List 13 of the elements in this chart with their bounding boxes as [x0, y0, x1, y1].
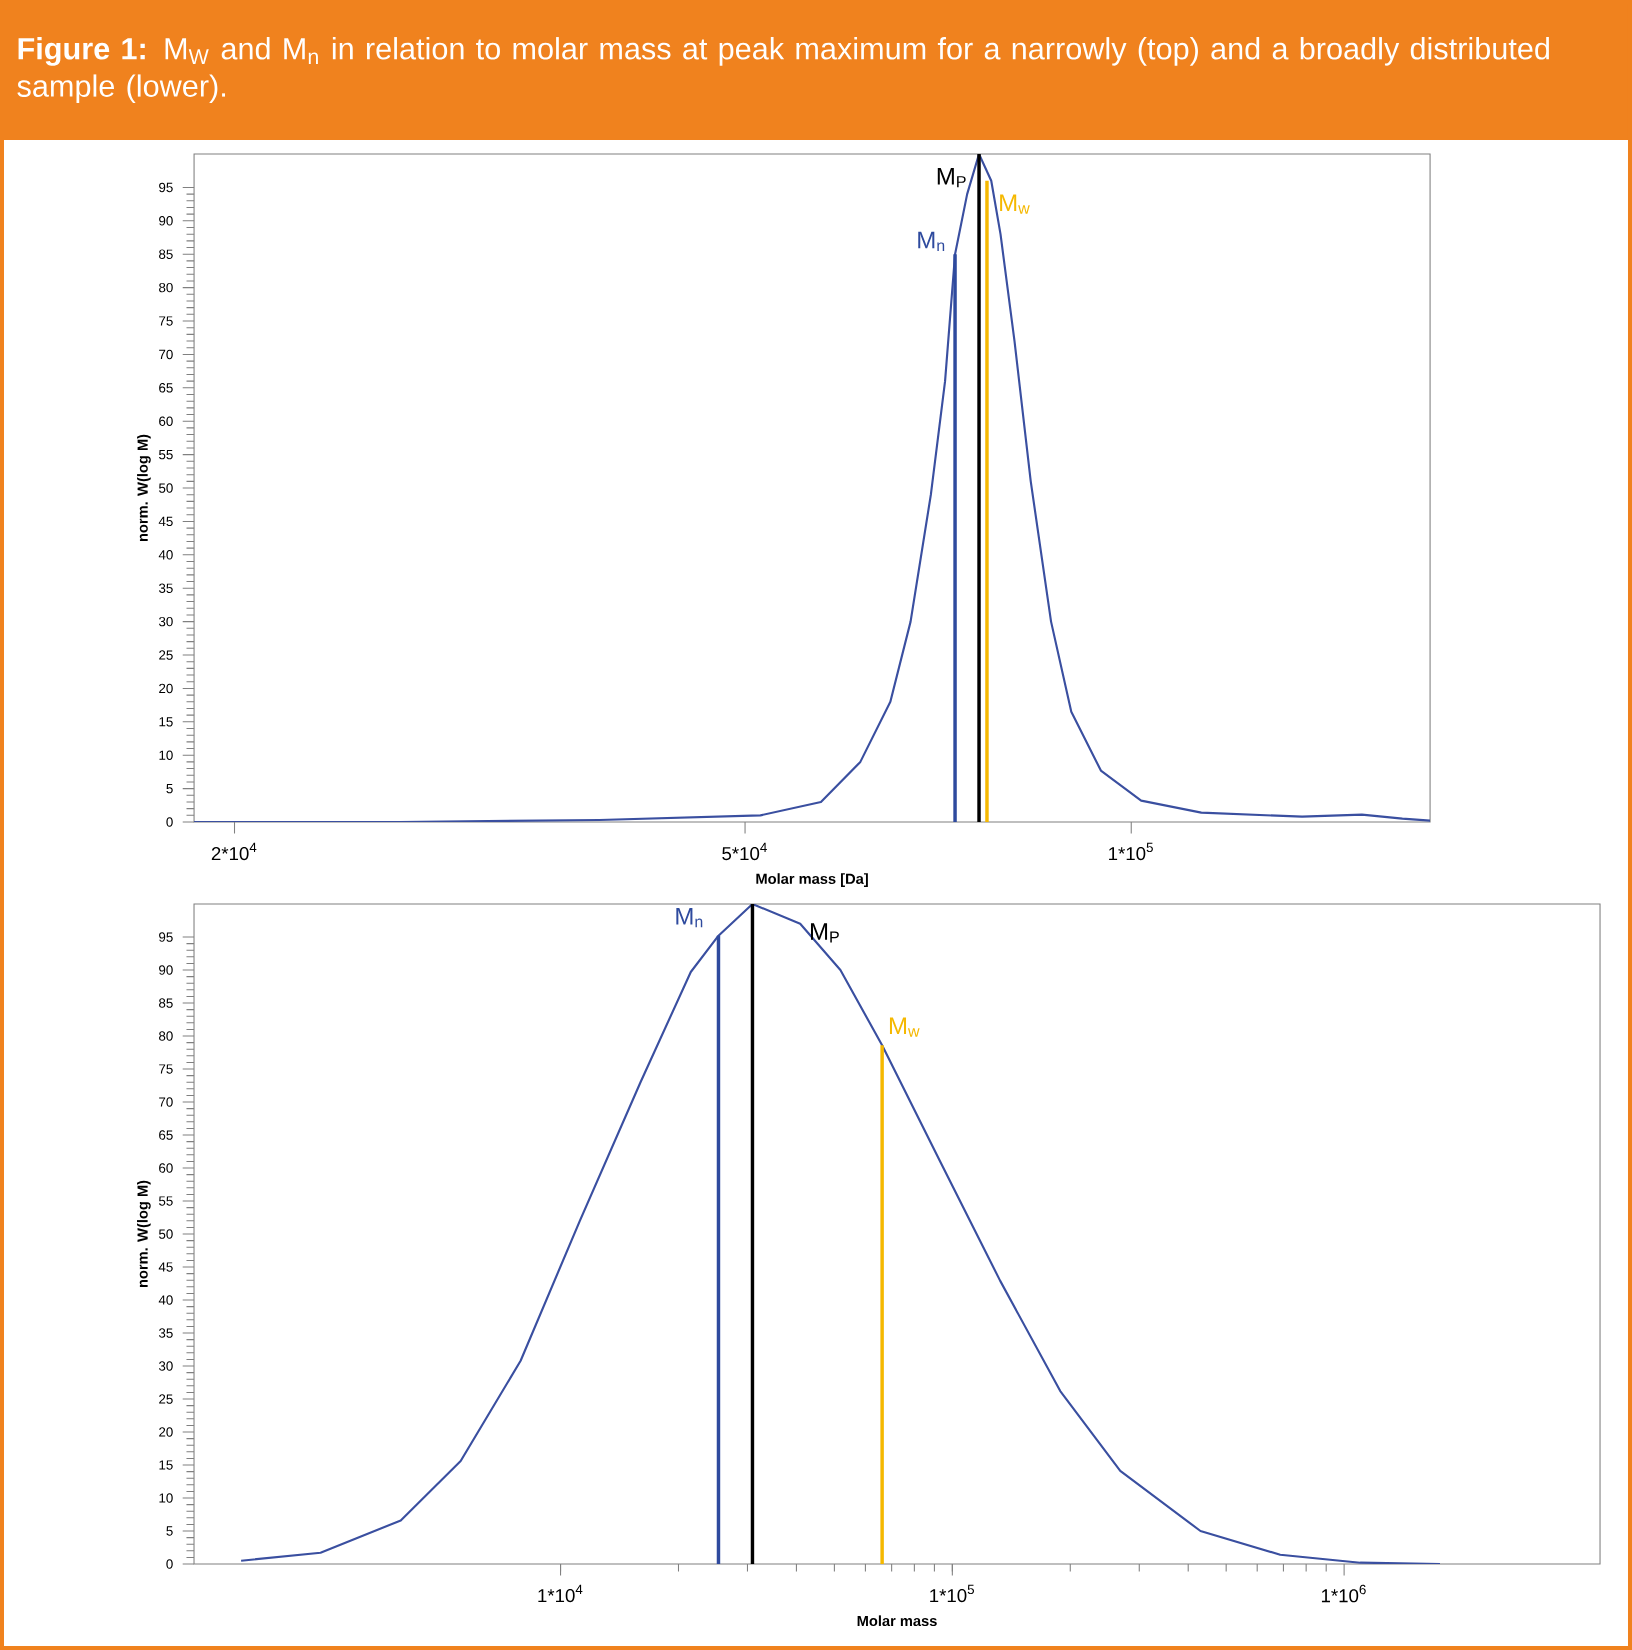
x-tick-label: 1*10$^{5}$	[930, 1584, 975, 1603]
text: M$_{P}$	[810, 923, 839, 943]
series-label: M$_{P}$	[937, 167, 966, 188]
x-tick-label: 2*10$^{4}$	[211, 842, 257, 861]
series-label: M$_{n}$	[676, 907, 703, 928]
x-tick-label: 1*10$^{6}$	[1321, 1584, 1366, 1603]
x-tick-label: 1*10$^{5}$	[1109, 842, 1153, 861]
series-label: M$_{w}$	[1000, 194, 1030, 214]
x-tick-label: 5*10$^{4}$	[722, 842, 767, 861]
chart-title: Figure 1: M$_{W}$ and M$_{n}$ in relation to molar mass at peak maximum for a narrowly (top) and a broadly distributed sample (lower).	[17, 37, 1549, 103]
series-label: M$_{n}$	[918, 231, 945, 252]
x-tick-label: 1*10$^{4}$	[538, 1584, 583, 1603]
series-label: M$_{w}$	[889, 1017, 920, 1037]
